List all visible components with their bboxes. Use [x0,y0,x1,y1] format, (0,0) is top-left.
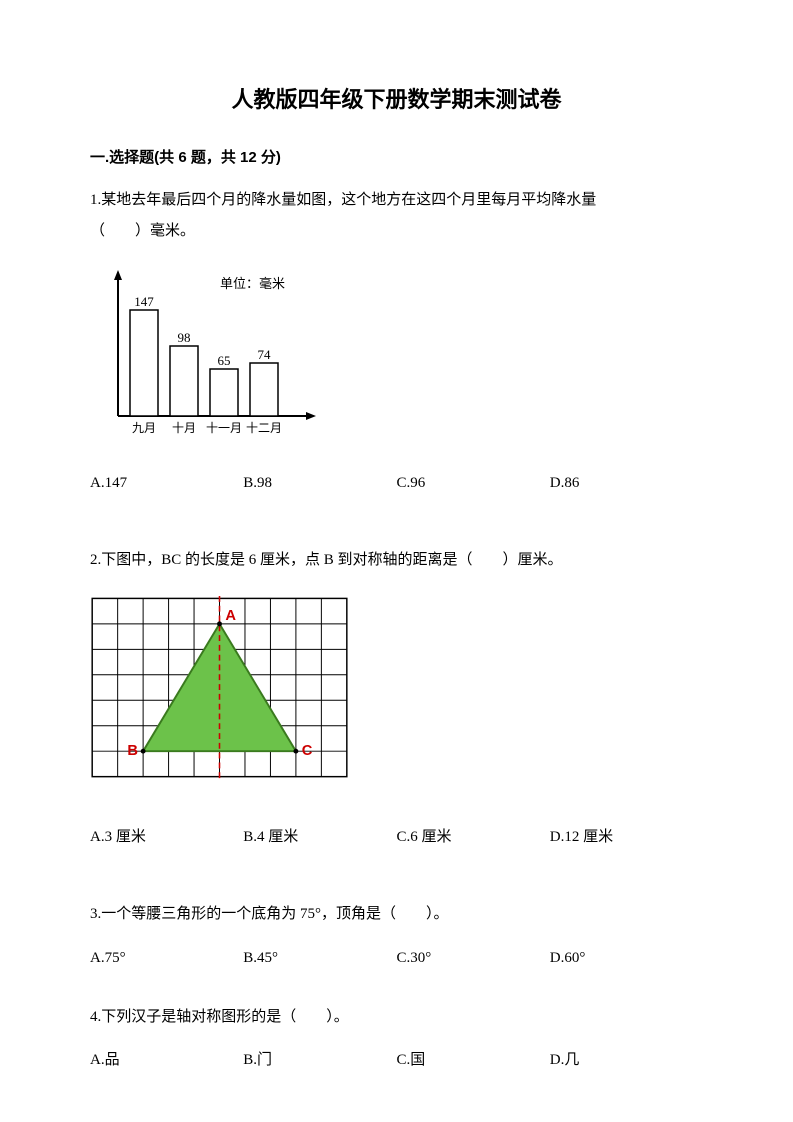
q1-text-a: 1.某地去年最后四个月的降水量如图，这个地方在这四个月里每月平均降水量 [90,185,703,217]
svg-text:74: 74 [258,347,272,362]
page-title: 人教版四年级下册数学期末测试卷 [90,80,703,120]
q4-options: A.品 B.门 C.国 D.几 [90,1047,703,1074]
q2-stem: 2.下图中，BC 的长度是 6 厘米，点 B 到对称轴的距离是（ ）厘米。 [90,545,703,577]
q4-opt-a[interactable]: A.品 [90,1047,243,1074]
q4-opt-c[interactable]: C.国 [397,1047,550,1074]
svg-text:B: B [127,743,138,759]
q1-text-b: （ ）毫米。 [90,216,703,248]
svg-text:98: 98 [178,330,191,345]
bar-chart-svg: 单位：毫米 147 九月 98 十月 65 十一月 74 十二月 [90,266,320,436]
q1-options: A.147 B.98 C.96 D.86 [90,470,703,497]
svg-text:十一月: 十一月 [206,421,242,435]
q1-opt-b[interactable]: B.98 [243,470,396,497]
q1-stem: 1.某地去年最后四个月的降水量如图，这个地方在这四个月里每月平均降水量 （ ）毫… [90,185,703,248]
svg-text:单位：毫米: 单位：毫米 [220,276,285,291]
q3-opt-d[interactable]: D.60° [550,945,703,972]
svg-text:十月: 十月 [172,421,196,435]
svg-text:十二月: 十二月 [246,421,282,435]
q4-stem: 4.下列汉子是轴对称图形的是（ ）。 [90,1002,703,1034]
q2-text: 2.下图中，BC 的长度是 6 厘米，点 B 到对称轴的距离是（ ）厘米。 [90,545,703,577]
svg-text:九月: 九月 [132,421,156,435]
svg-text:A: A [225,608,236,624]
q3-opt-c[interactable]: C.30° [397,945,550,972]
q1-opt-d[interactable]: D.86 [550,470,703,497]
q2-opt-b[interactable]: B.4 厘米 [243,824,396,851]
q3-options: A.75° B.45° C.30° D.60° [90,945,703,972]
q3-stem: 3.一个等腰三角形的一个底角为 75°，顶角是（ ）。 [90,899,703,931]
spacer [90,881,703,899]
q2-options: A.3 厘米 B.4 厘米 C.6 厘米 D.12 厘米 [90,824,703,851]
q2-opt-a[interactable]: A.3 厘米 [90,824,243,851]
section-header: 一.选择题(共 6 题，共 12 分) [90,144,703,171]
q1-opt-a[interactable]: A.147 [90,470,243,497]
q4-opt-d[interactable]: D.几 [550,1047,703,1074]
q1-bar-chart: 单位：毫米 147 九月 98 十月 65 十一月 74 十二月 [90,266,703,446]
svg-text:147: 147 [134,294,154,309]
svg-text:C: C [302,743,313,759]
q4-opt-b[interactable]: B.门 [243,1047,396,1074]
svg-text:65: 65 [218,353,231,368]
q3-opt-b[interactable]: B.45° [243,945,396,972]
q2-opt-d[interactable]: D.12 厘米 [550,824,703,851]
q1-opt-c[interactable]: C.96 [397,470,550,497]
spacer [90,527,703,545]
triangle-grid-svg: A B C [90,594,350,784]
q2-figure: A B C [90,594,703,794]
q3-opt-a[interactable]: A.75° [90,945,243,972]
q2-opt-c[interactable]: C.6 厘米 [397,824,550,851]
